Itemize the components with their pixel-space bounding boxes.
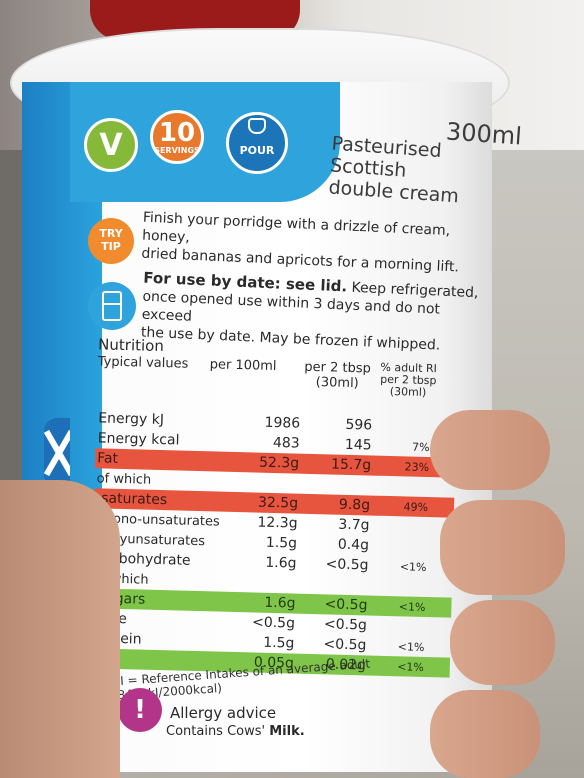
row-ri: 7% [411, 440, 430, 454]
row-per100: 1.5g [263, 634, 295, 652]
row-serving: 0.4g [337, 536, 370, 554]
row-per100: 1986 [264, 414, 301, 432]
row-ri [371, 486, 429, 488]
row-ri [370, 526, 428, 528]
row-per100: 12.3g [257, 514, 298, 532]
nutrition-table: Nutrition Typical values per 100ml per 2… [89, 335, 459, 678]
jug-icon [248, 118, 266, 134]
pour-badge: POUR [226, 112, 288, 174]
row-per100: 1.6g [264, 594, 296, 612]
row-label: -saturates [95, 490, 168, 509]
row-serving: <0.5g [325, 556, 369, 574]
row-serving: 3.7g [338, 516, 370, 534]
row-per100: 483 [272, 434, 300, 452]
row-serving: 145 [344, 436, 372, 454]
row-per100: 1.5g [265, 534, 298, 552]
pour-label: POUR [239, 143, 275, 157]
header-per-100ml: per 100ml [209, 357, 277, 375]
servings-number: 10 [158, 117, 196, 148]
allergy-text-prefix: Contains Cows' [166, 724, 266, 739]
finger [450, 600, 555, 685]
header-ri: % adult RI per 2 tbsp (30ml) [380, 360, 438, 399]
row-serving: 15.7g [330, 456, 372, 474]
row-ri [367, 625, 425, 627]
row-ri: 49% [403, 499, 429, 514]
finger [440, 500, 565, 595]
row-per100 [238, 582, 296, 584]
fridge-icon [88, 282, 136, 330]
row-ri [369, 546, 427, 548]
allergy-allergen: Milk. [269, 724, 305, 739]
row-label: Energy kJ [98, 410, 165, 429]
row-per100: <0.5g [251, 614, 296, 632]
allergy-text: Contains Cows' Milk. [166, 724, 305, 739]
servings-label: SERVINGS [154, 145, 200, 155]
nutrition-header: Typical values per 100ml per 2 tbsp (30m… [97, 354, 458, 399]
row-ri: <1% [397, 639, 425, 654]
vegetarian-badge-icon: V [84, 118, 138, 172]
row-serving: 596 [345, 416, 373, 434]
row-label: Energy kcal [97, 430, 180, 449]
row-ri: 23% [404, 459, 430, 474]
row-serving: <0.5g [323, 636, 367, 654]
finger [430, 690, 540, 778]
try-tip-badge-icon: TRY TIP [88, 218, 134, 264]
allergy-title: Allergy advice [170, 704, 277, 722]
row-label: of which [96, 470, 152, 488]
row-ri: <1% [398, 599, 426, 614]
row-per100 [241, 482, 299, 484]
header-per-serving: per 2 tbsp (30ml) [304, 359, 372, 392]
row-serving: 9.8g [338, 496, 371, 514]
servings-badge: 10 SERVINGS [150, 110, 204, 164]
row-ri [368, 585, 426, 587]
saltire-flag-icon [44, 418, 70, 488]
row-per100: 52.3g [258, 454, 300, 472]
row-serving [299, 484, 371, 486]
allergy-warning-icon: ! [118, 688, 162, 732]
hand-palm [0, 480, 120, 778]
row-ri [372, 426, 430, 428]
nutrition-rows: Energy kJ 1986 596 Energy kcal 483 145 7… [89, 408, 457, 678]
finger [430, 410, 550, 490]
vegetarian-letter: V [99, 127, 123, 163]
row-ri: <1% [399, 559, 427, 574]
row-serving: <0.5g [324, 596, 368, 614]
row-label: Fat [96, 450, 119, 467]
row-serving: <0.5g [323, 616, 368, 634]
row-per100: 32.5g [257, 494, 299, 512]
product-name: Pasteurised Scottish double cream [328, 132, 492, 209]
header-typical-values: Typical values [97, 354, 189, 372]
row-per100: 1.6g [265, 554, 297, 572]
row-serving [296, 584, 368, 586]
